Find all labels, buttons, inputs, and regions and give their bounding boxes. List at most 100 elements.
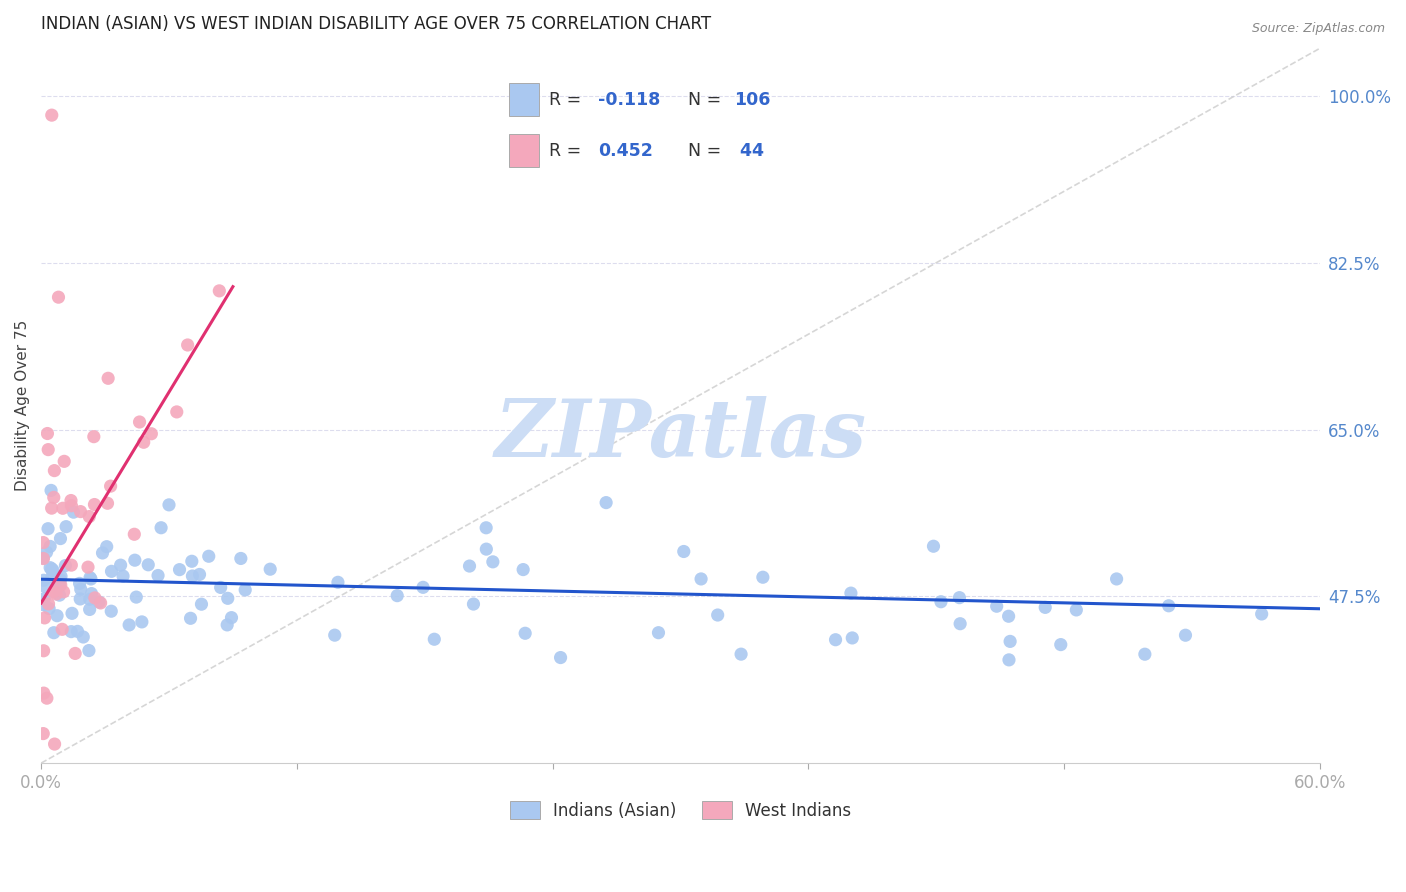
Point	[55, 558, 77, 573]
Point	[221, 610, 243, 624]
Point	[91, 546, 114, 560]
Point	[80, 572, 103, 586]
Point	[1049, 638, 1071, 652]
Point	[69, 591, 91, 606]
Point	[35, 545, 58, 559]
Point	[136, 558, 159, 572]
Point	[77, 560, 100, 574]
Point	[32, 574, 55, 588]
Point	[166, 405, 188, 419]
Point	[83, 498, 105, 512]
Point	[69, 505, 91, 519]
Point	[48, 588, 70, 602]
Point	[146, 568, 169, 582]
Point	[32, 535, 55, 549]
Point	[60, 607, 83, 621]
Point	[997, 609, 1019, 624]
Point	[180, 554, 202, 568]
Point	[217, 591, 239, 606]
Point	[32, 644, 55, 658]
Point	[79, 592, 101, 607]
Point	[34, 591, 56, 606]
Point	[209, 581, 232, 595]
Point	[208, 284, 231, 298]
Point	[37, 522, 59, 536]
Point	[128, 415, 150, 429]
Point	[60, 558, 83, 573]
Point	[387, 589, 409, 603]
Point	[1174, 628, 1197, 642]
Point	[922, 539, 945, 553]
Legend: Indians (Asian), West Indians: Indians (Asian), West Indians	[503, 795, 858, 826]
Point	[48, 290, 70, 304]
Point	[35, 691, 58, 706]
Point	[706, 607, 728, 622]
Point	[839, 586, 862, 600]
Point	[475, 542, 498, 557]
Point	[998, 653, 1021, 667]
Point	[83, 430, 105, 444]
Point	[998, 634, 1021, 648]
Point	[169, 563, 191, 577]
Point	[79, 602, 101, 616]
Point	[69, 576, 91, 591]
Point	[41, 562, 63, 576]
Point	[97, 371, 120, 385]
Point	[730, 647, 752, 661]
Point	[80, 586, 103, 600]
Point	[37, 442, 59, 457]
Point	[34, 579, 56, 593]
Point	[87, 595, 110, 609]
Point	[49, 532, 72, 546]
Point	[42, 625, 65, 640]
Point	[49, 569, 72, 583]
Point	[66, 624, 89, 639]
Point	[1250, 607, 1272, 621]
Point	[690, 572, 713, 586]
Point	[423, 632, 446, 647]
Point	[1033, 600, 1056, 615]
Text: Source: ZipAtlas.com: Source: ZipAtlas.com	[1251, 22, 1385, 36]
Text: INDIAN (ASIAN) VS WEST INDIAN DISABILITY AGE OVER 75 CORRELATION CHART: INDIAN (ASIAN) VS WEST INDIAN DISABILITY…	[41, 15, 711, 33]
Point	[32, 686, 55, 700]
Point	[157, 498, 180, 512]
Point	[412, 580, 434, 594]
Point	[49, 573, 72, 587]
Point	[150, 521, 173, 535]
Point	[595, 495, 617, 509]
Point	[96, 540, 118, 554]
Point	[110, 558, 132, 573]
Point	[824, 632, 846, 647]
Point	[32, 726, 55, 740]
Point	[39, 560, 62, 574]
Point	[125, 590, 148, 604]
Point	[672, 544, 695, 558]
Point	[131, 615, 153, 629]
Point	[42, 585, 65, 599]
Point	[53, 454, 76, 468]
Point	[118, 618, 141, 632]
Point	[39, 540, 62, 554]
Point	[38, 597, 60, 611]
Point	[259, 562, 281, 576]
Point	[32, 598, 55, 612]
Point	[34, 611, 56, 625]
Point	[41, 570, 63, 584]
Point	[752, 570, 775, 584]
Point	[515, 626, 537, 640]
Point	[83, 591, 105, 605]
Point	[1066, 603, 1088, 617]
Point	[44, 737, 66, 751]
Point	[49, 578, 72, 592]
Point	[176, 338, 198, 352]
Point	[42, 491, 65, 505]
Point	[326, 575, 349, 590]
Point	[141, 426, 163, 441]
Point	[233, 582, 256, 597]
Point	[482, 555, 505, 569]
Point	[463, 597, 485, 611]
Point	[458, 559, 481, 574]
Point	[46, 608, 69, 623]
Point	[41, 563, 63, 577]
Point	[48, 579, 70, 593]
